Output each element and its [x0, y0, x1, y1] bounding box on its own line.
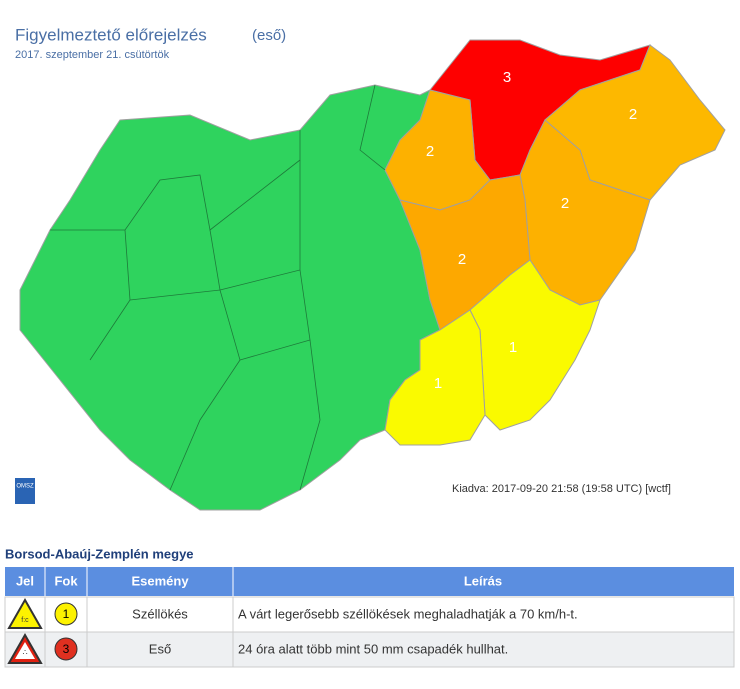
logo-text: OMSZ — [16, 484, 34, 490]
description: 24 óra alatt több mint 50 mm csapadék hu… — [238, 641, 508, 656]
header-cell: Leírás — [464, 573, 502, 588]
region-level: 1 — [509, 339, 517, 356]
level: 3 — [63, 642, 70, 656]
header-dividers — [44, 567, 234, 596]
region-level: 1 — [434, 375, 442, 392]
region-level: 2 — [629, 106, 637, 123]
region — [384, 309, 486, 446]
warning-table: Jel Fok Esemény Leírás f:c ∴ 1 3 Széllök… — [4, 567, 735, 668]
subtitle: (eső) — [252, 27, 286, 44]
level-badge — [54, 637, 78, 661]
region-level: 2 — [458, 251, 466, 268]
row-dividers — [44, 597, 234, 667]
svg-text:f:c: f:c — [21, 617, 29, 624]
description: A várt legerősebb széllökések meghaladha… — [238, 606, 578, 621]
region-west — [19, 84, 441, 511]
event: Széllökés — [132, 606, 188, 621]
header-cell: Esemény — [131, 573, 189, 588]
event: Eső — [149, 641, 171, 656]
table-header — [5, 567, 734, 596]
region-level: 2 — [426, 143, 434, 160]
level: 1 — [63, 607, 70, 621]
region-level: 3 — [503, 69, 511, 86]
map — [19, 39, 726, 511]
county-title: Borsod-Abaúj-Zemplén megye — [5, 546, 194, 561]
region-level: 2 — [561, 195, 569, 212]
title: Figyelmeztető előrejelzés — [15, 25, 207, 44]
issued: Kiadva: 2017-09-20 21:58 (19:58 UTC) [wc… — [452, 483, 671, 495]
county-borders — [50, 84, 386, 491]
region — [469, 259, 601, 431]
table-row — [4, 631, 735, 668]
logo: OMSZ — [15, 478, 35, 504]
header-cell: Fok — [54, 573, 78, 588]
table-row — [4, 596, 735, 633]
icon-rain: ∴ — [7, 632, 43, 664]
date: 2017. szeptember 21. csütörtök — [15, 49, 170, 61]
icon-wind: f:c — [7, 597, 43, 629]
logo-box — [15, 478, 35, 504]
region-labels: 3 2 2 2 2 1 1 — [426, 69, 637, 392]
header-cell: Jel — [16, 573, 34, 588]
level-badge — [54, 602, 78, 626]
svg-text:∴: ∴ — [22, 648, 27, 657]
